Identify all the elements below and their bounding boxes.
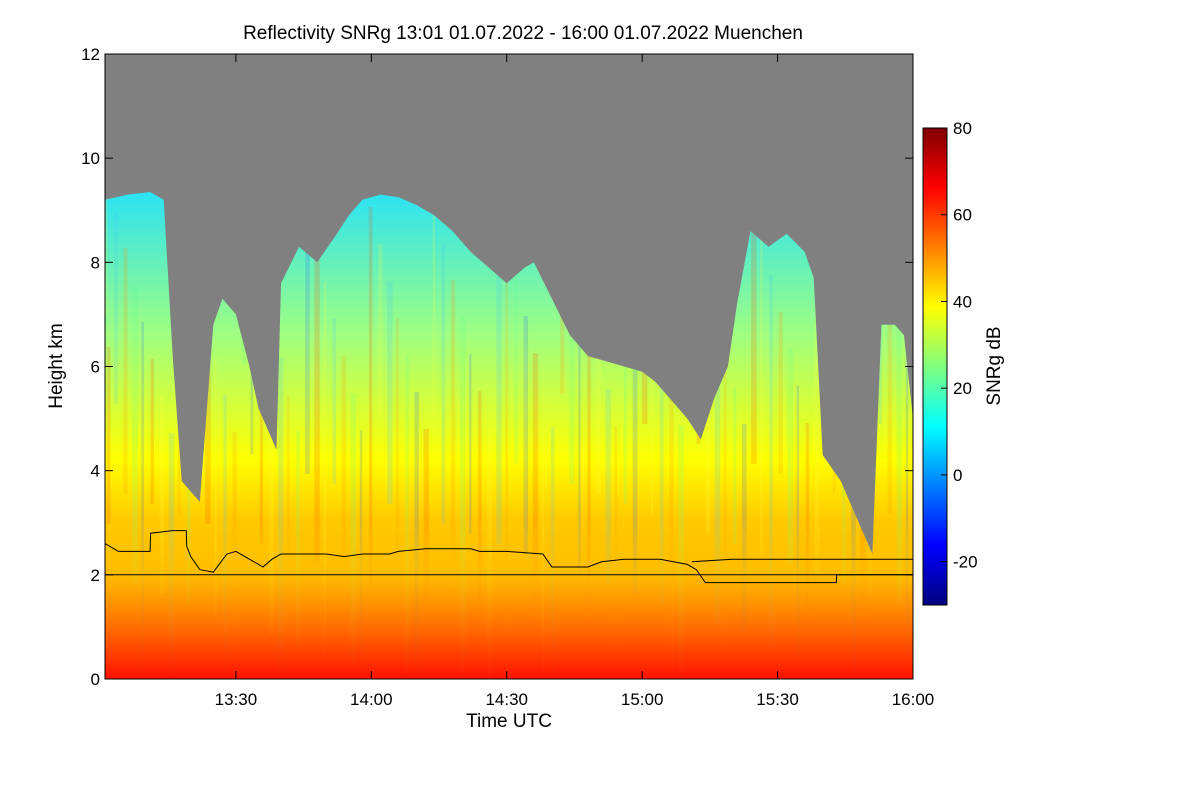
colorbar-tick-label: 20 (953, 379, 972, 398)
precipitation-streak (106, 347, 111, 524)
plot-area (105, 54, 913, 679)
y-tick-label: 0 (91, 670, 100, 689)
precipitation-streak (751, 201, 757, 464)
y-tick-label: 6 (91, 358, 100, 377)
precipitation-streak (896, 273, 903, 604)
colorbar-tick-label: 60 (953, 206, 972, 225)
x-tick-label: 14:00 (350, 690, 393, 709)
y-tick-label: 2 (91, 566, 100, 585)
x-tick-label: 16:00 (892, 690, 935, 709)
precipitation-streak (905, 310, 909, 679)
precipitation-streak (450, 280, 456, 614)
x-tick-label: 15:30 (756, 690, 799, 709)
colorbar-ticks: -20 0 20 40 60 80 (941, 119, 978, 572)
precipitation-streak (105, 192, 108, 314)
precipitation-streak (123, 248, 128, 494)
colorbar: -20 0 20 40 60 80 SNRg dB (922, 119, 1005, 606)
precipitation-streak (651, 314, 654, 514)
precipitation-streak (760, 238, 763, 554)
precipitation-streak (114, 211, 118, 404)
y-tick-label: 10 (81, 149, 100, 168)
precipitation-streak (723, 350, 727, 679)
chart-title: Reflectivity SNRg 13:01 01.07.2022 - 16:… (243, 23, 803, 44)
precipitation-streak (632, 240, 638, 594)
precipitation-streak (605, 389, 611, 584)
near-surface-band (105, 520, 913, 679)
y-tick-label: 12 (81, 45, 100, 64)
y-axis-label: Height km (46, 323, 67, 409)
precipitation-streak (532, 353, 539, 644)
precipitation-streak (514, 279, 518, 464)
precipitation-streak (405, 355, 409, 679)
colorbar-tick-label: 80 (953, 119, 972, 138)
y-tick-label: 8 (91, 253, 100, 272)
precipitation-streak (387, 281, 393, 504)
precipitation-streak (314, 245, 320, 564)
precipitation-streak (851, 348, 856, 674)
colorbar-tick-label: 0 (953, 466, 962, 485)
x-axis: 13:30 14:00 14:30 15:00 15:30 16:00 (215, 54, 935, 709)
precipitation-streak (441, 243, 446, 524)
precipitation-streak (277, 357, 284, 679)
precipitation-streak (132, 285, 138, 584)
precipitation-streak (714, 313, 721, 624)
boundary-line-upper (105, 530, 913, 584)
precipitation-streak (469, 354, 472, 534)
precipitation-streak (478, 391, 482, 624)
colorbar-label: SNRg dB (984, 326, 1005, 405)
precipitation-streak (596, 352, 601, 494)
precipitation-streak (732, 387, 737, 544)
colorbar-tick-label: 40 (953, 292, 972, 311)
precipitation-streak (268, 320, 274, 634)
colorbar-strip (922, 127, 948, 606)
precipitation-streak (578, 278, 581, 574)
precipitation-streak (887, 236, 893, 514)
precipitation-streak (287, 394, 290, 554)
precipitation-streak (523, 316, 529, 554)
precipitation-streak (459, 317, 466, 679)
precipitation-streak (587, 315, 591, 664)
precipitation-streak (378, 244, 383, 414)
colorbar-tick-label: -20 (953, 553, 978, 572)
precipitation-streak (141, 322, 144, 674)
precipitation-streak (159, 396, 165, 594)
x-axis-label: Time UTC (466, 711, 552, 732)
precipitation-streak (660, 351, 664, 604)
x-tick-label: 13:30 (215, 690, 258, 709)
boundary-line-right (691, 558, 913, 563)
precipitation-streak (769, 275, 773, 644)
precipitation-streak (205, 321, 211, 524)
precipitation-streak (432, 206, 436, 434)
x-tick-label: 14:30 (485, 690, 528, 709)
precipitation-streak (305, 208, 310, 474)
precipitation-streak (505, 242, 508, 634)
precipitation-streak (332, 319, 336, 484)
precipitation-streak (150, 359, 154, 504)
precipitation-streak (569, 241, 575, 484)
precipitation-streak (423, 429, 429, 604)
precipitation-streak (341, 356, 347, 574)
y-tick-label: 4 (91, 462, 100, 481)
precipitation-streak (396, 318, 399, 594)
precipitation-streak (214, 358, 217, 614)
precipitation-streak (787, 349, 793, 564)
precipitation-streak (778, 312, 783, 474)
x-tick-label: 15:00 (621, 690, 664, 709)
precipitation-streak (368, 207, 373, 584)
precipitation-streak (496, 205, 502, 544)
precipitation-streak (323, 282, 326, 654)
precipitation-streak (814, 200, 820, 574)
y-axis: 0 2 4 6 8 10 12 (81, 45, 913, 689)
